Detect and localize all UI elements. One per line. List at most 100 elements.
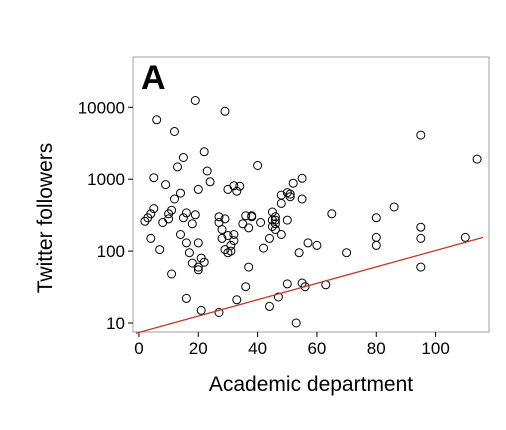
data-point [300, 282, 310, 292]
data-point [229, 230, 239, 239]
data-point [472, 154, 482, 164]
data-point [170, 194, 179, 204]
data-point [187, 258, 197, 268]
data-point [389, 202, 399, 212]
fit-line-group [135, 236, 484, 334]
data-point [256, 218, 266, 227]
data-point [291, 318, 301, 328]
data-point [265, 233, 274, 243]
data-point [223, 231, 233, 240]
data-point [226, 240, 236, 250]
data-point [244, 223, 254, 233]
data-point [241, 211, 251, 221]
data-point [217, 225, 227, 234]
data-point [158, 218, 168, 227]
data-point [181, 238, 191, 248]
data-point [235, 181, 245, 191]
data-point [190, 210, 200, 220]
data-point [282, 279, 292, 289]
data-point [196, 305, 206, 315]
data-point [193, 265, 203, 275]
data-point [202, 166, 212, 176]
data-point [342, 248, 352, 258]
x-tick-label: 80 [367, 339, 386, 358]
data-point [193, 262, 203, 272]
data-point [303, 238, 313, 248]
data-point [238, 219, 248, 229]
data-point [184, 248, 194, 258]
x-tick-label: 0 [134, 339, 143, 358]
y-tick-label: 1000 [87, 170, 125, 189]
data-point [273, 292, 283, 302]
data-point [285, 189, 295, 199]
data-point [181, 208, 191, 218]
x-tick-label: 40 [248, 339, 267, 358]
data-point [460, 232, 470, 242]
data-point [220, 214, 230, 224]
data-point [247, 212, 257, 222]
data-point [149, 204, 159, 214]
data-point [181, 293, 191, 303]
data-point [232, 295, 242, 305]
data-point [205, 177, 215, 187]
y-tick-label: 10 [106, 314, 125, 333]
y-axis-label: Twitter followers [34, 143, 57, 294]
data-point [173, 162, 182, 172]
data-point [416, 130, 426, 140]
data-point [170, 127, 179, 136]
data-point [288, 178, 298, 188]
data-point [226, 246, 236, 256]
data-point [270, 212, 280, 222]
data-point [244, 262, 254, 272]
x-tick-label: 100 [421, 339, 449, 358]
data-point [416, 233, 426, 243]
data-point [285, 192, 295, 202]
x-tick-label: 60 [307, 339, 326, 358]
data-point [265, 301, 274, 311]
data-point [176, 188, 185, 198]
data-point [241, 282, 251, 292]
data-point [167, 205, 177, 215]
y-axis: 10 100 1000 10000 [78, 98, 133, 333]
data-point [152, 115, 162, 125]
data-point [190, 96, 200, 105]
plot-frame [132, 56, 490, 333]
x-tick-label: 20 [189, 339, 208, 358]
data-point [371, 232, 381, 242]
data-point [416, 222, 426, 232]
y-tick-label: 100 [97, 242, 125, 261]
data-point [155, 245, 165, 255]
data-point [146, 209, 156, 219]
data-point [416, 262, 426, 272]
data-point [193, 238, 203, 248]
data-point [178, 213, 188, 223]
data-point [276, 230, 286, 239]
data-point [214, 212, 224, 222]
data-point [149, 173, 159, 183]
data-point [294, 248, 304, 258]
data-point [270, 225, 280, 234]
data-point [229, 181, 239, 191]
data-point [229, 236, 239, 246]
data-point [276, 198, 286, 208]
data-point [267, 207, 277, 217]
data-point [199, 147, 209, 157]
fit-line [135, 236, 484, 334]
data-point [167, 269, 177, 279]
data-point [259, 243, 268, 253]
data-point [220, 245, 230, 255]
data-point [327, 209, 337, 219]
data-point [270, 215, 280, 225]
data-point [193, 184, 203, 194]
panel-label: A [141, 59, 166, 97]
data-point [297, 173, 307, 183]
data-point [371, 213, 381, 223]
data-point [176, 230, 185, 239]
data-point [253, 161, 263, 170]
x-axis-label: Academic department [209, 373, 413, 396]
data-point [161, 180, 171, 190]
data-point [214, 308, 224, 317]
data-point [199, 257, 209, 267]
data-point [276, 190, 286, 200]
